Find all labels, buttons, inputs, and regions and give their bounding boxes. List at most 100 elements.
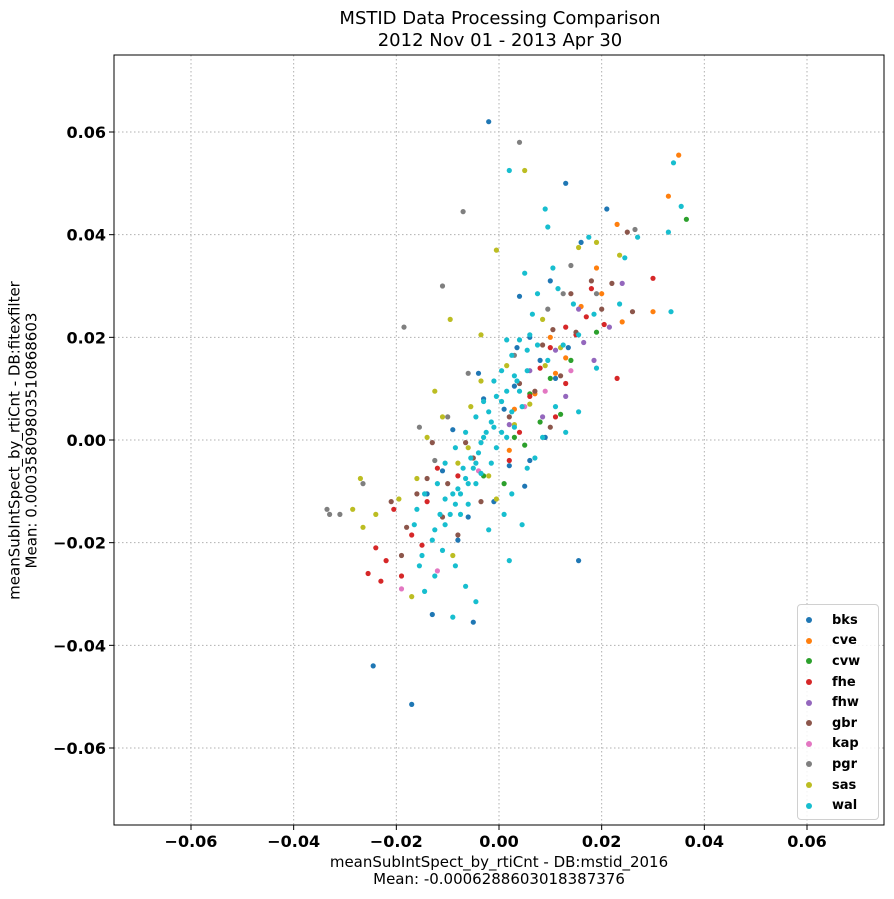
data-point <box>414 506 420 512</box>
data-point <box>542 363 548 369</box>
data-point <box>519 522 525 528</box>
data-point <box>452 445 458 451</box>
data-point <box>617 252 623 258</box>
data-point <box>501 406 507 412</box>
data-point <box>511 383 517 389</box>
data-point <box>409 594 415 600</box>
data-point <box>493 393 499 399</box>
legend-marker <box>806 802 812 809</box>
data-point <box>568 291 574 297</box>
series-fhe <box>365 275 656 584</box>
data-point <box>488 419 494 425</box>
data-point <box>568 262 574 269</box>
data-point <box>614 221 620 227</box>
x-tick-label: 0.04 <box>685 832 724 851</box>
data-point <box>439 283 446 289</box>
data-point <box>509 409 515 415</box>
chart-subtitle: 2012 Nov 01 - 2013 Apr 30 <box>377 30 623 51</box>
data-point <box>442 496 448 502</box>
legend-label: cvw <box>832 653 861 669</box>
data-point <box>547 375 553 381</box>
data-point <box>409 701 415 708</box>
data-point <box>424 434 430 440</box>
data-point <box>604 206 610 212</box>
data-point <box>439 414 446 420</box>
data-point <box>486 473 492 479</box>
data-point <box>473 460 479 466</box>
data-point <box>563 380 569 387</box>
data-point <box>591 311 597 317</box>
data-point <box>516 429 523 435</box>
data-point <box>398 586 405 592</box>
legend-item-gbr: gbr <box>804 713 878 734</box>
data-point <box>506 414 512 420</box>
data-point <box>593 365 600 371</box>
data-point <box>460 209 466 215</box>
data-point <box>365 570 371 577</box>
data-point <box>360 481 366 487</box>
legend-item-kap: kap <box>804 734 878 755</box>
legend-item-fhe: fhe <box>804 672 878 693</box>
data-point <box>506 422 512 428</box>
series-cve <box>506 152 682 453</box>
y-tick-label: −0.02 <box>53 534 106 553</box>
data-point <box>465 370 471 376</box>
series-sas <box>350 167 623 600</box>
legend-item-sas: sas <box>804 775 878 796</box>
data-points <box>324 119 690 708</box>
data-point <box>552 347 559 353</box>
data-point <box>619 319 625 325</box>
data-point <box>509 491 515 497</box>
data-point <box>478 332 484 338</box>
data-point <box>576 409 582 415</box>
legend-label: sas <box>832 777 857 793</box>
data-point <box>457 491 464 497</box>
x-tick-label: −0.04 <box>267 832 320 851</box>
data-point <box>504 434 510 440</box>
data-point <box>447 316 453 322</box>
data-point <box>442 522 448 528</box>
data-point <box>422 588 428 595</box>
data-point <box>422 491 428 497</box>
data-point <box>506 447 512 453</box>
data-point <box>506 457 512 464</box>
data-point <box>470 465 476 471</box>
data-point <box>501 481 507 487</box>
data-point <box>558 411 564 417</box>
data-point <box>463 440 469 446</box>
data-point <box>550 265 556 271</box>
data-point <box>450 614 456 620</box>
data-point <box>493 247 499 253</box>
data-point <box>434 568 440 574</box>
data-point <box>532 388 538 394</box>
data-point <box>563 429 569 435</box>
data-point <box>483 429 489 435</box>
data-point <box>558 373 564 379</box>
legend-label: kap <box>832 736 859 752</box>
data-point <box>470 619 476 625</box>
legend-label: fhw <box>832 695 859 711</box>
data-point <box>383 558 389 564</box>
data-point <box>593 265 600 271</box>
data-point <box>465 501 471 507</box>
data-point <box>504 337 510 343</box>
data-point <box>452 563 458 569</box>
data-point <box>565 345 571 351</box>
data-point <box>324 506 330 512</box>
data-point <box>560 342 566 348</box>
data-point <box>542 206 548 212</box>
data-point <box>463 429 469 435</box>
data-point <box>465 481 471 487</box>
data-point <box>560 291 566 297</box>
data-point <box>545 306 551 312</box>
data-point <box>398 552 405 559</box>
data-point <box>537 357 543 363</box>
legend-marker <box>806 679 812 686</box>
data-point <box>524 347 530 353</box>
data-point <box>511 373 517 379</box>
data-point <box>629 309 636 315</box>
data-point <box>488 460 494 466</box>
data-point <box>516 337 523 343</box>
data-point <box>624 229 630 235</box>
